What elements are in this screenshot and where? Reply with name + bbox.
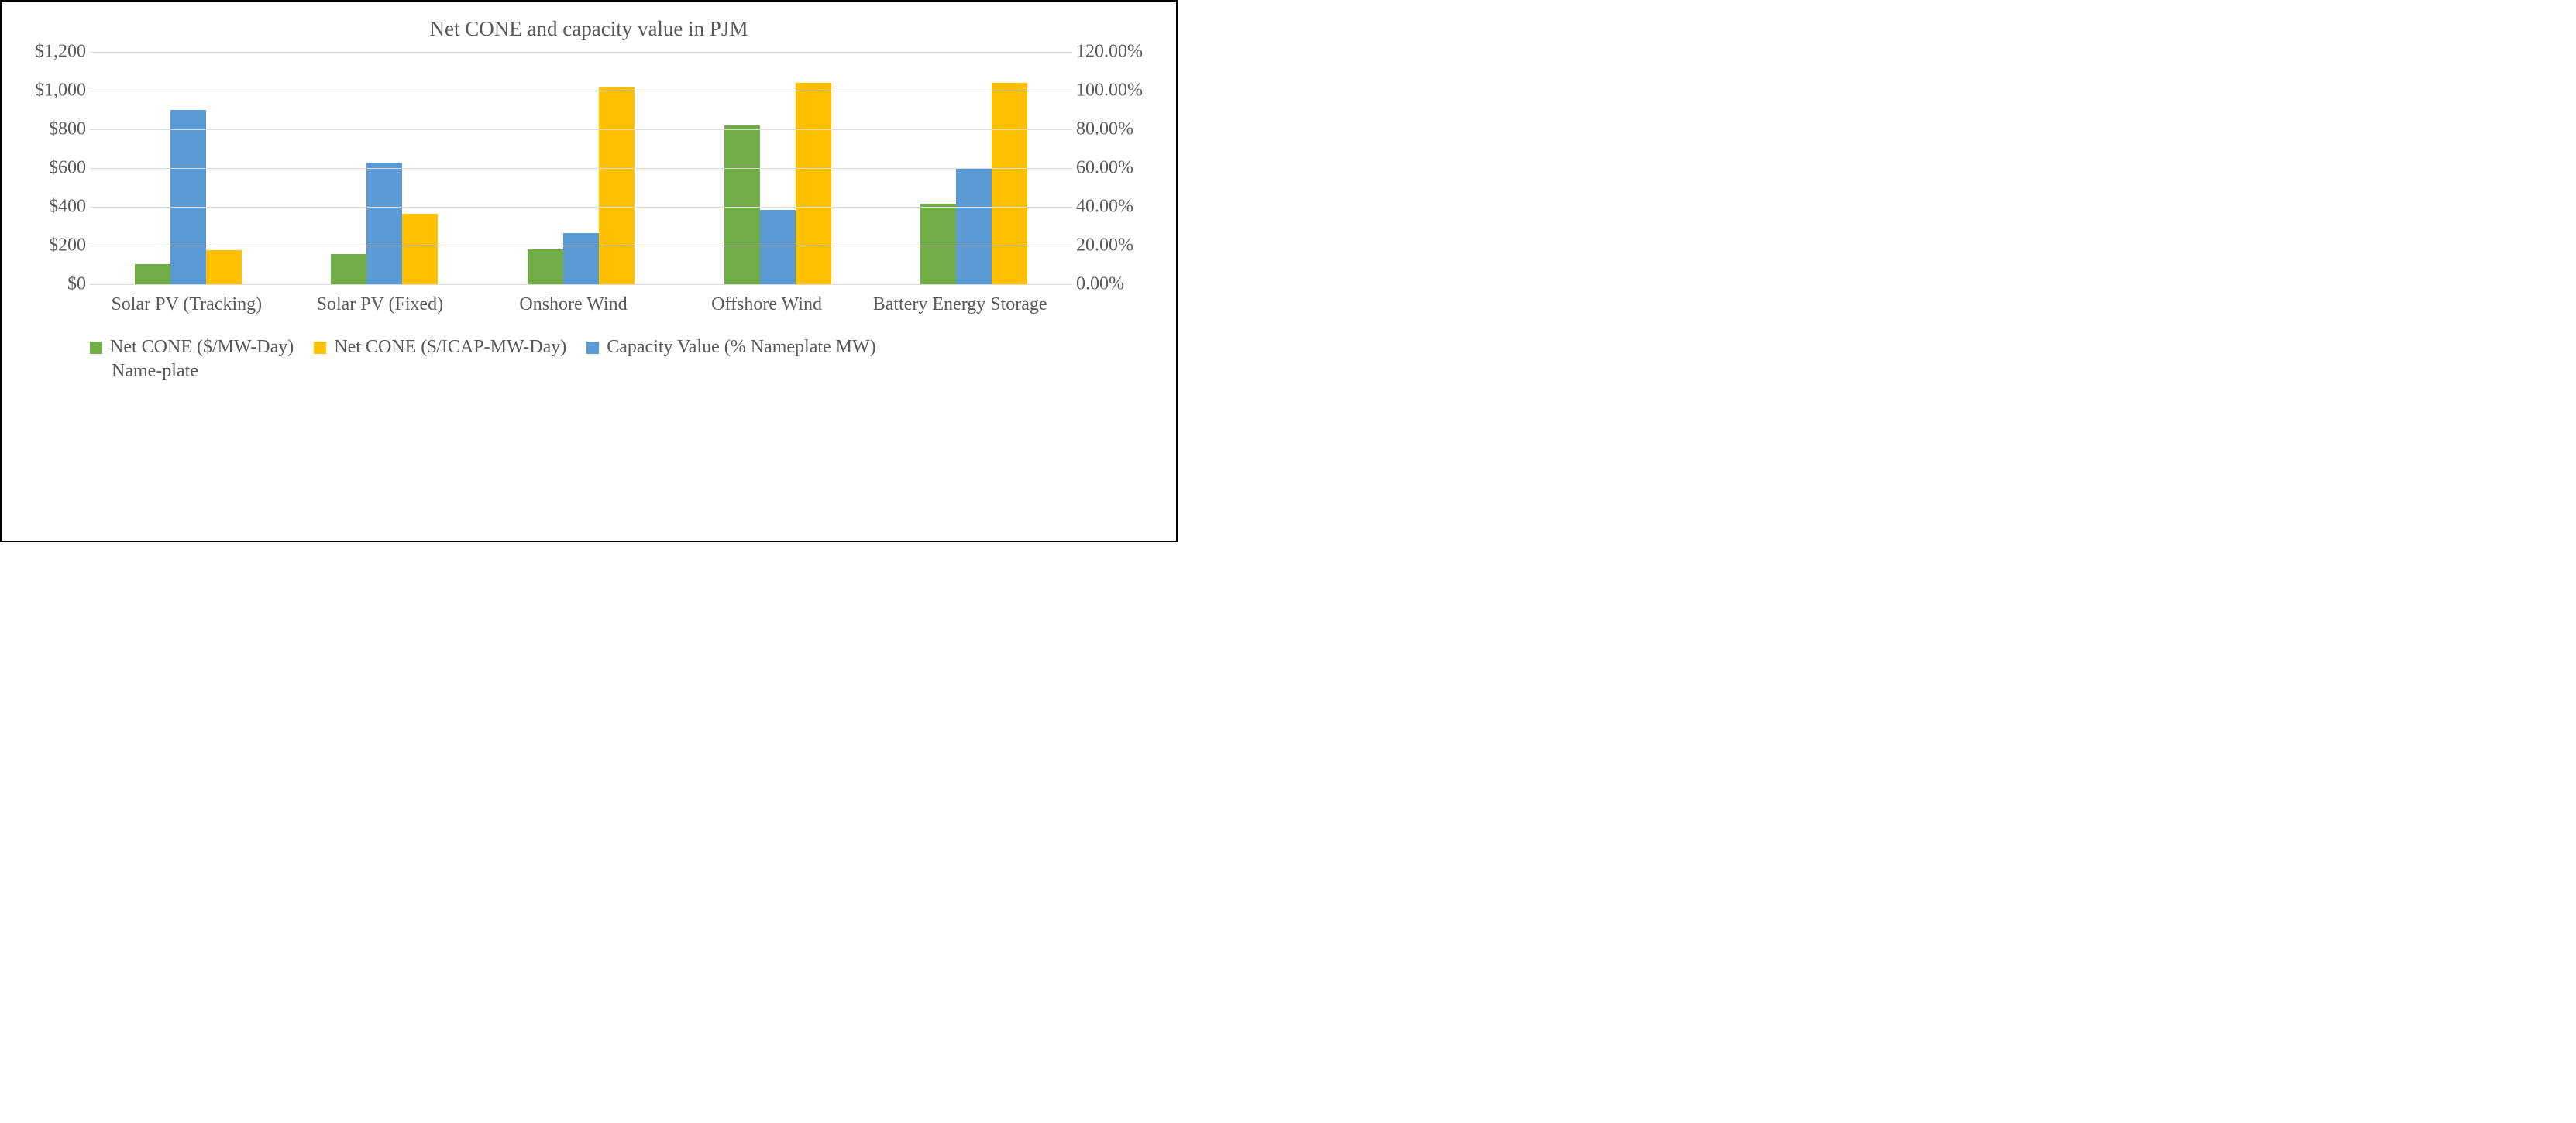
chart-plot-area xyxy=(90,52,1072,285)
legend-swatch-icon xyxy=(90,342,102,354)
y-axis-right-tick-label: 60.00% xyxy=(1076,158,1157,179)
legend-swatch-icon xyxy=(586,342,599,354)
legend-item-net-cone-nameplate: Net CONE ($/MW-Day) xyxy=(90,337,294,358)
legend-swatch-icon xyxy=(314,342,326,354)
y-axis-right-tick-label: 80.00% xyxy=(1076,119,1157,140)
x-axis-category-label: Solar PV (Tracking) xyxy=(90,292,284,317)
y-axis-left-tick-label: $1,000 xyxy=(20,81,86,101)
chart-bar-cluster xyxy=(920,83,1027,284)
chart-bar xyxy=(206,250,242,284)
chart-bar xyxy=(366,163,402,285)
chart-bar xyxy=(135,264,170,284)
y-axis-left-tick-label: $400 xyxy=(20,197,86,218)
chart-gridline xyxy=(90,52,1072,53)
chart-bar xyxy=(920,204,956,284)
y-axis-right-tick-label: 20.00% xyxy=(1076,235,1157,256)
y-axis-left-tick-label: $600 xyxy=(20,158,86,179)
chart-gridline xyxy=(90,207,1072,208)
chart-bar xyxy=(170,110,206,284)
y-axis-left-tick-label: $1,200 xyxy=(20,42,86,63)
chart-bar xyxy=(992,83,1027,284)
chart-title: Net CONE and capacity value in PJM xyxy=(20,17,1157,41)
chart-bar-cluster xyxy=(331,163,438,285)
chart-bar-cluster xyxy=(528,87,635,284)
x-axis-category-label: Solar PV (Fixed) xyxy=(284,292,477,317)
chart-x-axis-labels: Solar PV (Tracking)Solar PV (Fixed)Onsho… xyxy=(90,292,1072,317)
chart-bar xyxy=(563,233,599,284)
chart-bar xyxy=(599,87,635,284)
legend-label: Capacity Value (% Nameplate MW) xyxy=(607,337,875,358)
y-axis-right-tick-label: 0.00% xyxy=(1076,274,1157,295)
chart-gridline xyxy=(90,168,1072,169)
x-axis-category-label: Battery Energy Storage xyxy=(863,292,1057,317)
legend-item-capacity-value: Capacity Value (% Nameplate MW) xyxy=(586,337,875,358)
y-axis-right-tick-label: 40.00% xyxy=(1076,197,1157,218)
chart-bar xyxy=(528,249,563,284)
y-axis-left-tick-label: $200 xyxy=(20,235,86,256)
y-axis-left-tick-label: $0 xyxy=(20,274,86,295)
chart-bar xyxy=(760,210,796,284)
chart-bar-cluster xyxy=(135,110,242,284)
y-axis-right-tick-label: 100.00% xyxy=(1076,81,1157,101)
chart-bar xyxy=(796,83,831,284)
chart-bar xyxy=(402,214,438,284)
chart-bar xyxy=(724,125,760,284)
chart-gridline xyxy=(90,129,1072,130)
chart-frame: Net CONE and capacity value in PJM $0 $20… xyxy=(0,0,1178,542)
y-axis-right-tick-label: 120.00% xyxy=(1076,42,1157,63)
legend-label: Net CONE ($/ICAP-MW-Day) xyxy=(334,337,566,358)
y-axis-left-tick-label: $800 xyxy=(20,119,86,140)
chart-bar xyxy=(956,168,992,284)
chart-bar-cluster xyxy=(724,83,831,284)
chart-plot-wrap: $0$200$400$600$800$1,000$1,200 0.00%20.0… xyxy=(20,52,1157,286)
chart-legend: Net CONE ($/MW-Day) Net CONE ($/ICAP-MW-… xyxy=(90,337,1157,382)
x-axis-category-label: Offshore Wind xyxy=(670,292,864,317)
legend-item-net-cone-icap: Net CONE ($/ICAP-MW-Day) xyxy=(314,337,566,358)
legend-label: Net CONE ($/MW-Day) xyxy=(110,337,294,358)
chart-bar xyxy=(331,254,366,284)
legend-label-continuation: Name-plate xyxy=(112,361,1157,382)
x-axis-category-label: Onshore Wind xyxy=(476,292,670,317)
